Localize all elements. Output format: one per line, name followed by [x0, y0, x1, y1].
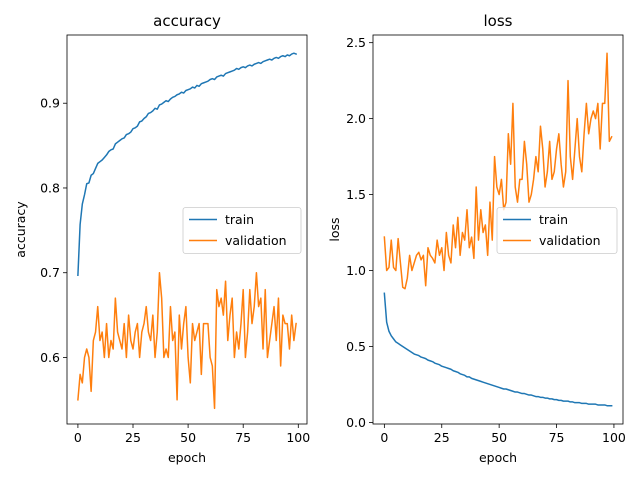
- legend-label-train: train: [539, 212, 568, 227]
- x-tick-label: 75: [235, 430, 251, 445]
- axes-frame: [372, 34, 624, 425]
- legend: train validation: [496, 207, 618, 254]
- series-line-train: [77, 52, 298, 277]
- legend: train validation: [182, 207, 302, 254]
- chart-title: loss: [484, 12, 513, 30]
- x-axis-label: epoch: [479, 450, 517, 465]
- chart-1: 0 25 50 75 100 0.0 0.5 1.0 1.5 2.0 2.5 loss epoch los…: [327, 12, 626, 465]
- x-tick-label: 100: [602, 430, 626, 445]
- x-tick-label: 75: [549, 430, 565, 445]
- chart-title: accuracy: [153, 12, 221, 30]
- y-tick-label: 2.0: [346, 111, 366, 126]
- x-tick-label: 25: [125, 430, 141, 445]
- y-tick-label: 0.5: [346, 339, 366, 354]
- x-tick-label: 100: [286, 430, 310, 445]
- x-tick-label: 0: [380, 430, 388, 445]
- chart-0: 0 25 50 75 100 0.6 0.7 0.8 0.9 accuracy epoch accur…: [13, 12, 310, 465]
- legend-label-validation: validation: [225, 233, 287, 248]
- y-axis-label: accuracy: [13, 201, 28, 258]
- y-tick-label: 1.5: [346, 187, 366, 202]
- axes-frame: [66, 34, 308, 425]
- x-tick-label: 50: [180, 430, 196, 445]
- series-line-validation: [383, 52, 613, 290]
- legend-label-train: train: [225, 212, 254, 227]
- legend-label-validation: validation: [539, 233, 601, 248]
- y-tick-label: 1.0: [346, 263, 366, 278]
- series-line-train: [383, 292, 613, 407]
- y-tick-label: 0.8: [40, 180, 60, 195]
- x-tick-label: 0: [74, 430, 82, 445]
- x-tick-label: 25: [434, 430, 450, 445]
- x-tick-label: 50: [491, 430, 507, 445]
- y-tick-label: 0.0: [346, 415, 366, 430]
- y-tick-label: 0.9: [40, 96, 60, 111]
- y-axis-label: loss: [327, 217, 342, 241]
- y-tick-label: 0.6: [40, 350, 60, 365]
- y-tick-label: 2.5: [346, 35, 366, 50]
- x-axis-label: epoch: [168, 450, 206, 465]
- series-line-validation: [77, 271, 297, 410]
- y-tick-label: 0.7: [40, 265, 60, 280]
